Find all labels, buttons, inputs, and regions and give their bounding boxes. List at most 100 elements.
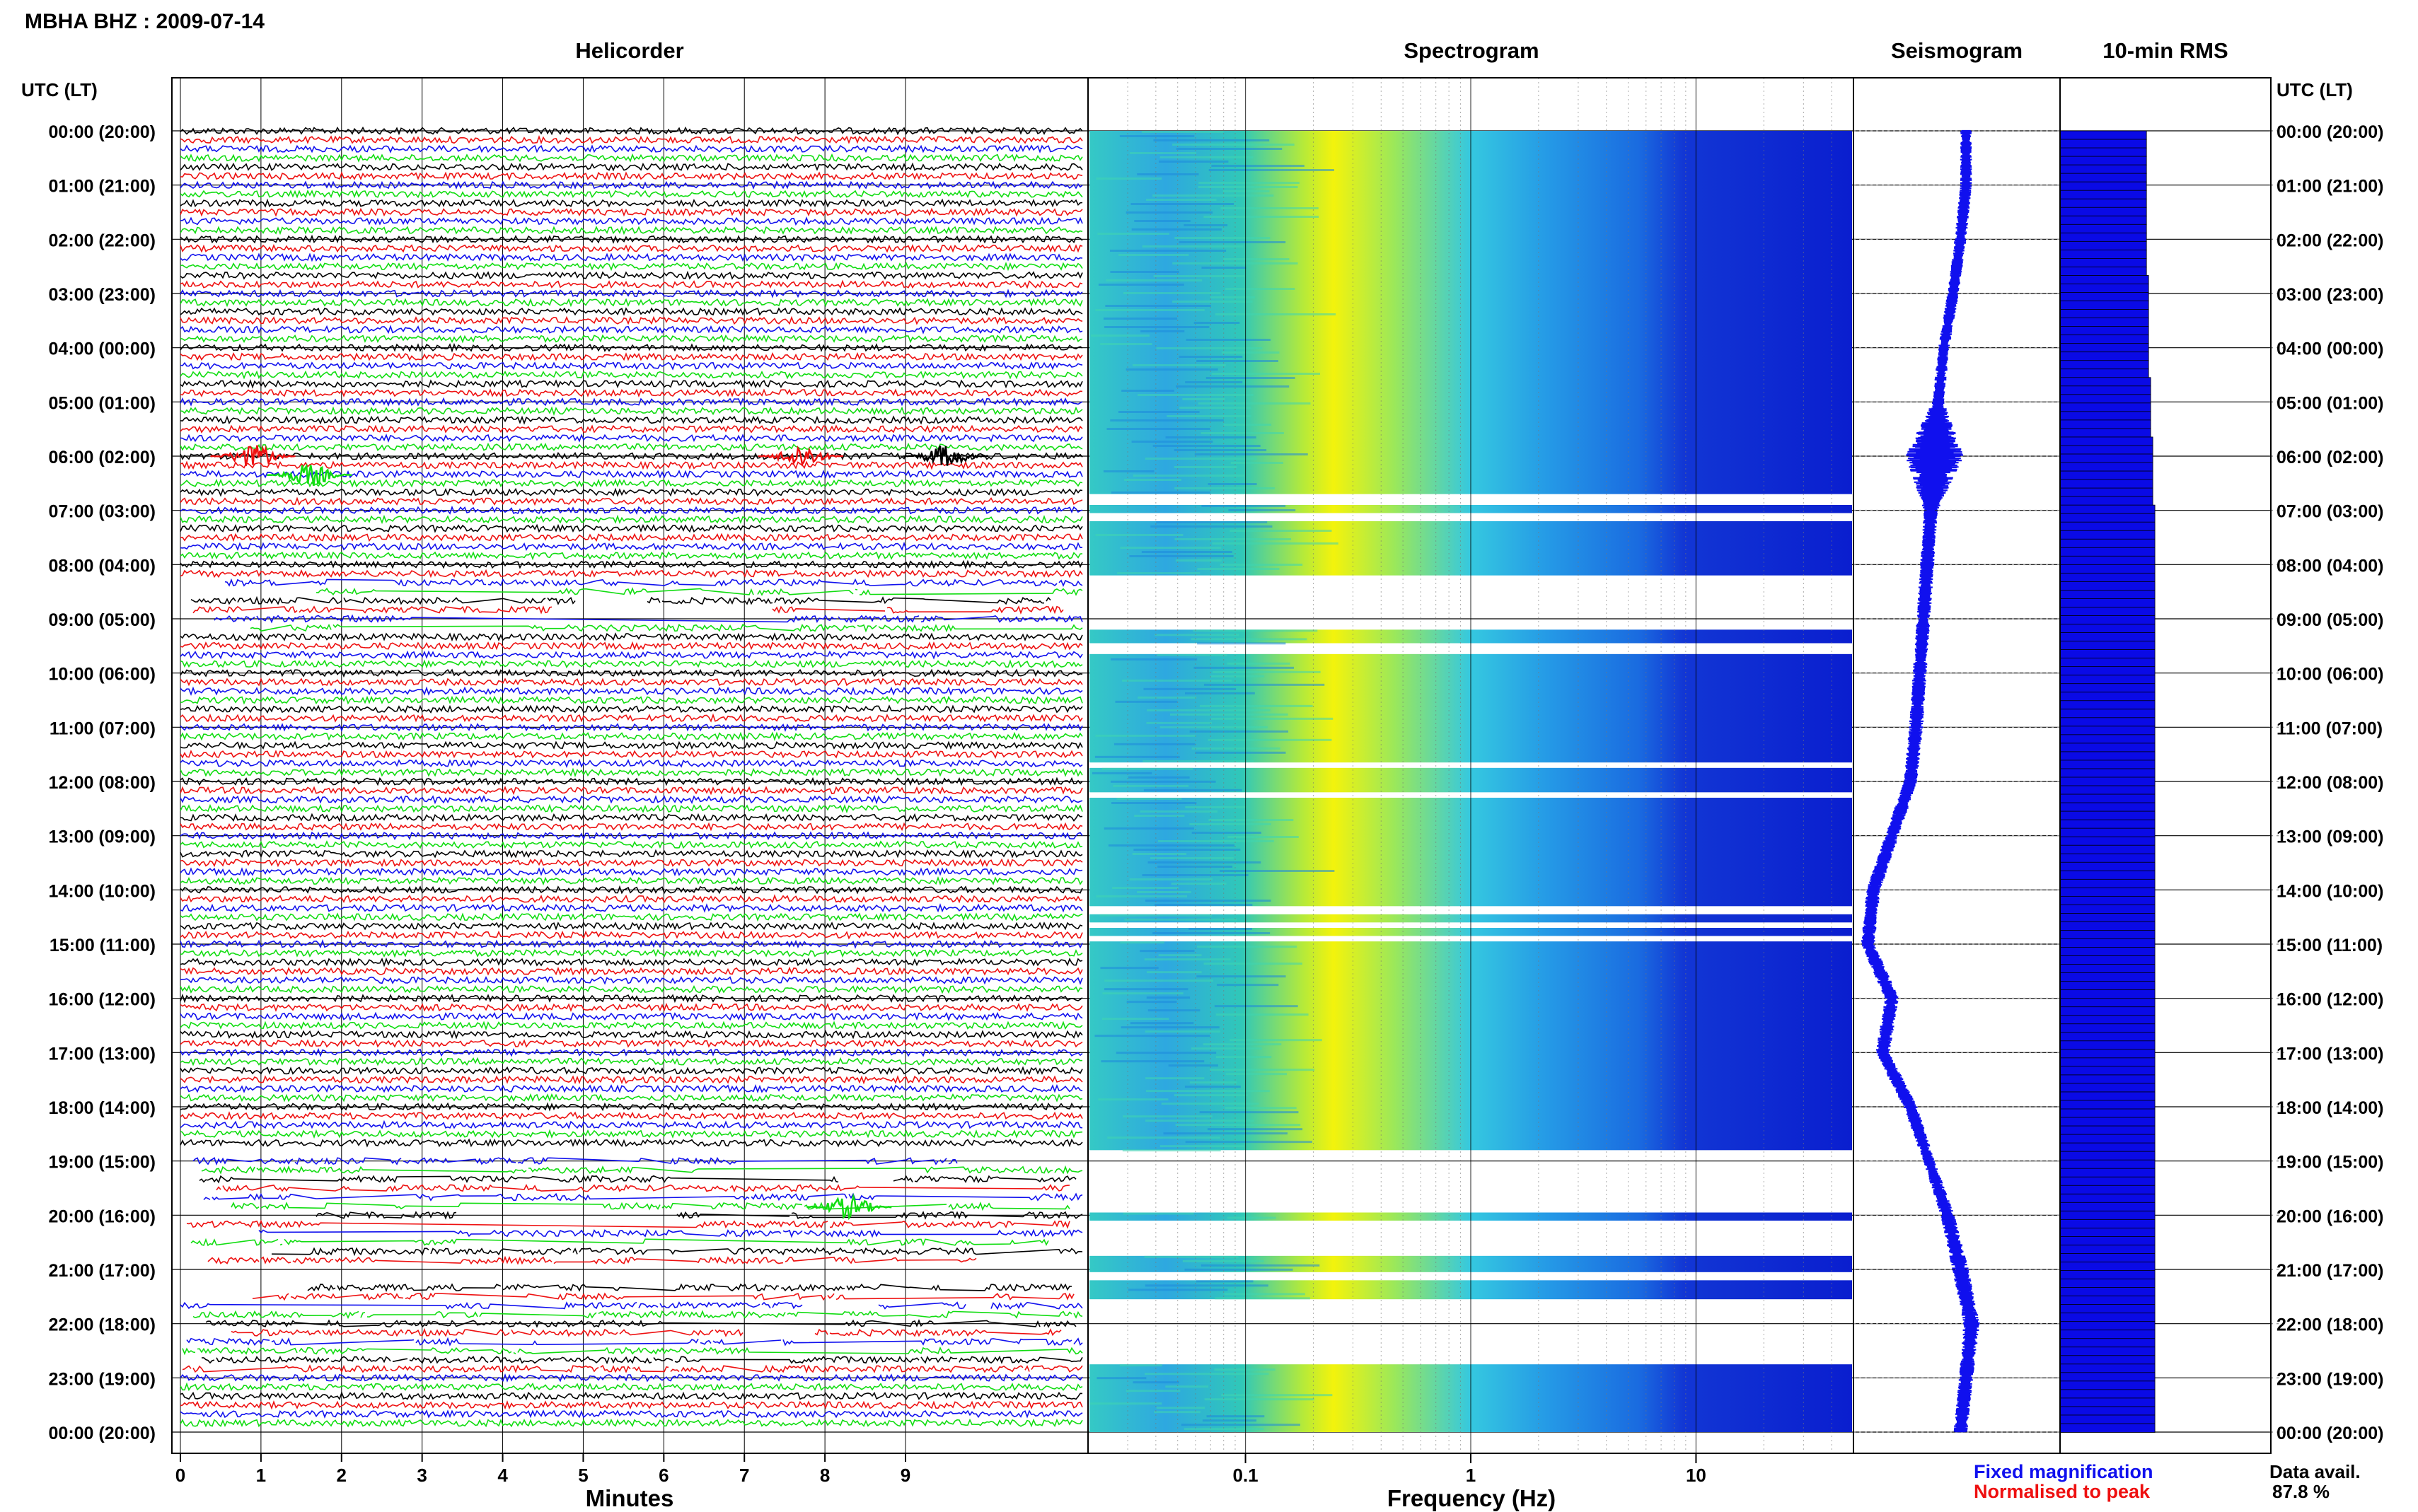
spectrogram-noise-streak [1124, 918, 1237, 921]
rms-bar [2060, 1151, 2156, 1161]
seismogram-title: Seismogram [1891, 38, 2023, 63]
frequency-x-tick-label: 1 [1466, 1465, 1476, 1486]
rms-bar [2060, 989, 2156, 999]
rms-bar [2060, 768, 2156, 778]
time-tick-label-left: 00:00 (20:00) [49, 1424, 156, 1443]
rms-bar [2060, 641, 2156, 651]
helicorder-trace-line [180, 957, 1083, 967]
spectrogram-noise-streak [1147, 709, 1271, 711]
spectrogram-noise-streak [1191, 832, 1261, 834]
spectrogram-noise-streak [1191, 638, 1307, 641]
rms-bar [2060, 964, 2156, 974]
spectrogram-noise-streak [1161, 1103, 1259, 1105]
spectrogram-noise-streak [1145, 1120, 1255, 1122]
rms-bar [2060, 385, 2151, 395]
spectrogram-noise-streak [1105, 305, 1211, 307]
rms-bar [2060, 411, 2151, 421]
rms-bar [2060, 878, 2156, 889]
rms-bar [2060, 521, 2156, 532]
time-tick-label-right: 06:00 (02:00) [2277, 448, 2383, 467]
time-tick-label-left: 22:00 (18:00) [49, 1315, 156, 1335]
frequency-x-tick-label: 10 [1686, 1465, 1706, 1486]
spectrogram-noise-streak [1097, 233, 1169, 235]
rms-bar [2060, 692, 2156, 702]
spectrogram-noise-streak [1188, 928, 1252, 930]
time-tick-label-left: 08:00 (04:00) [49, 556, 156, 576]
helicorder-trace-line [180, 126, 1083, 136]
helicorder-trace-line [180, 1066, 1083, 1076]
spectrogram-noise-streak [1230, 1039, 1322, 1042]
spectrogram-noise-streak [1101, 767, 1193, 770]
helicorder-trace-line [180, 379, 1083, 389]
helicorder-trace-line [180, 569, 1083, 578]
rms-bar [2060, 683, 2156, 693]
rms-bar [2060, 1330, 2156, 1339]
rms-bar [2060, 743, 2156, 752]
spectrogram-noise-streak [1110, 419, 1224, 421]
spectrogram-noise-streak [1154, 1411, 1201, 1414]
spectrogram-noise-streak [1206, 1415, 1265, 1418]
rms-bar [2060, 147, 2147, 157]
spectrogram-noise-streak [1197, 568, 1280, 570]
time-tick-label-left: 03:00 (23:00) [49, 285, 156, 305]
spectrogram-noise-streak [1174, 1094, 1248, 1097]
spectrogram-noise-streak [1131, 441, 1213, 443]
rms-bar [2060, 1279, 2156, 1289]
rms-bar [2060, 785, 2156, 795]
helicorder-trace-line [180, 207, 1083, 217]
rms-bar [2060, 861, 2156, 872]
rms-bar [2060, 394, 2151, 404]
helicorder-trace-line [180, 514, 1083, 525]
helicorder-trace-line [180, 424, 1083, 434]
rms-bar [2060, 173, 2147, 183]
rms-bar [2060, 981, 2156, 991]
helicorder-trace-line [180, 686, 1083, 696]
spectrogram-noise-streak [1098, 1098, 1169, 1101]
time-tick-label-right: 21:00 (17:00) [2277, 1261, 2383, 1281]
time-tick-label-right: 13:00 (09:00) [2277, 827, 2383, 847]
spectrogram-noise-streak [1196, 1280, 1254, 1283]
spectrogram-noise-streak [1203, 1043, 1282, 1046]
helicorder-trace-line [180, 361, 1083, 371]
spectrogram-noise-streak [1225, 288, 1295, 290]
spectrogram-noise-streak [1181, 1424, 1300, 1426]
spectrogram-noise-streak [1217, 984, 1279, 987]
time-tick-label-right: 15:00 (11:00) [2277, 936, 2383, 955]
spectrogram-noise-streak [1165, 1385, 1209, 1388]
spectrogram-noise-streak [1214, 1368, 1275, 1371]
rms-bar [2060, 700, 2156, 710]
helicorder-trace-line [180, 307, 1083, 316]
spectrogram-noise-streak [1113, 784, 1189, 787]
helicorder-event-burst [806, 1193, 892, 1221]
spectrogram-noise-streak [1196, 975, 1286, 978]
spectrogram-noise-streak [1132, 364, 1226, 366]
helicorder-trace-line [180, 975, 1083, 985]
rms-bar [2060, 1125, 2156, 1135]
rms-bar [2060, 504, 2156, 515]
time-tick-label-right: 00:00 (20:00) [2277, 122, 2383, 142]
spectrogram-noise-streak [1106, 428, 1210, 430]
spectrogram-noise-streak [1205, 377, 1295, 379]
rms-bar [2060, 496, 2153, 506]
spectrogram-noise-streak [1104, 988, 1188, 991]
spectrogram-noise-streak [1199, 1111, 1299, 1114]
rms-bar [2060, 1049, 2156, 1059]
time-tick-label-left: 19:00 (15:00) [49, 1153, 156, 1173]
rms-bar [2060, 658, 2156, 668]
time-tick-label-left: 00:00 (20:00) [49, 122, 156, 142]
legend-fixed-magnification: Fixed magnification [1974, 1461, 2153, 1482]
rms-bar [2060, 335, 2149, 344]
spectrogram-noise-streak [1153, 139, 1270, 141]
spectrogram-noise-streak [1152, 194, 1274, 197]
helicorder-trace-line [180, 984, 1083, 994]
rms-bar [2060, 777, 2156, 786]
rms-bar [2060, 717, 2156, 727]
helicorder-title: Helicorder [575, 38, 683, 63]
time-tick-label-left: 09:00 (05:00) [49, 610, 156, 630]
helicorder-trace-line [180, 939, 1083, 949]
spectrogram-noise-streak [1223, 424, 1272, 426]
helicorder-trace-line [180, 234, 1083, 244]
spectrogram-noise-streak [1117, 572, 1201, 574]
rms-bar [2060, 470, 2153, 480]
spectrogram-noise-streak [1145, 1090, 1270, 1093]
